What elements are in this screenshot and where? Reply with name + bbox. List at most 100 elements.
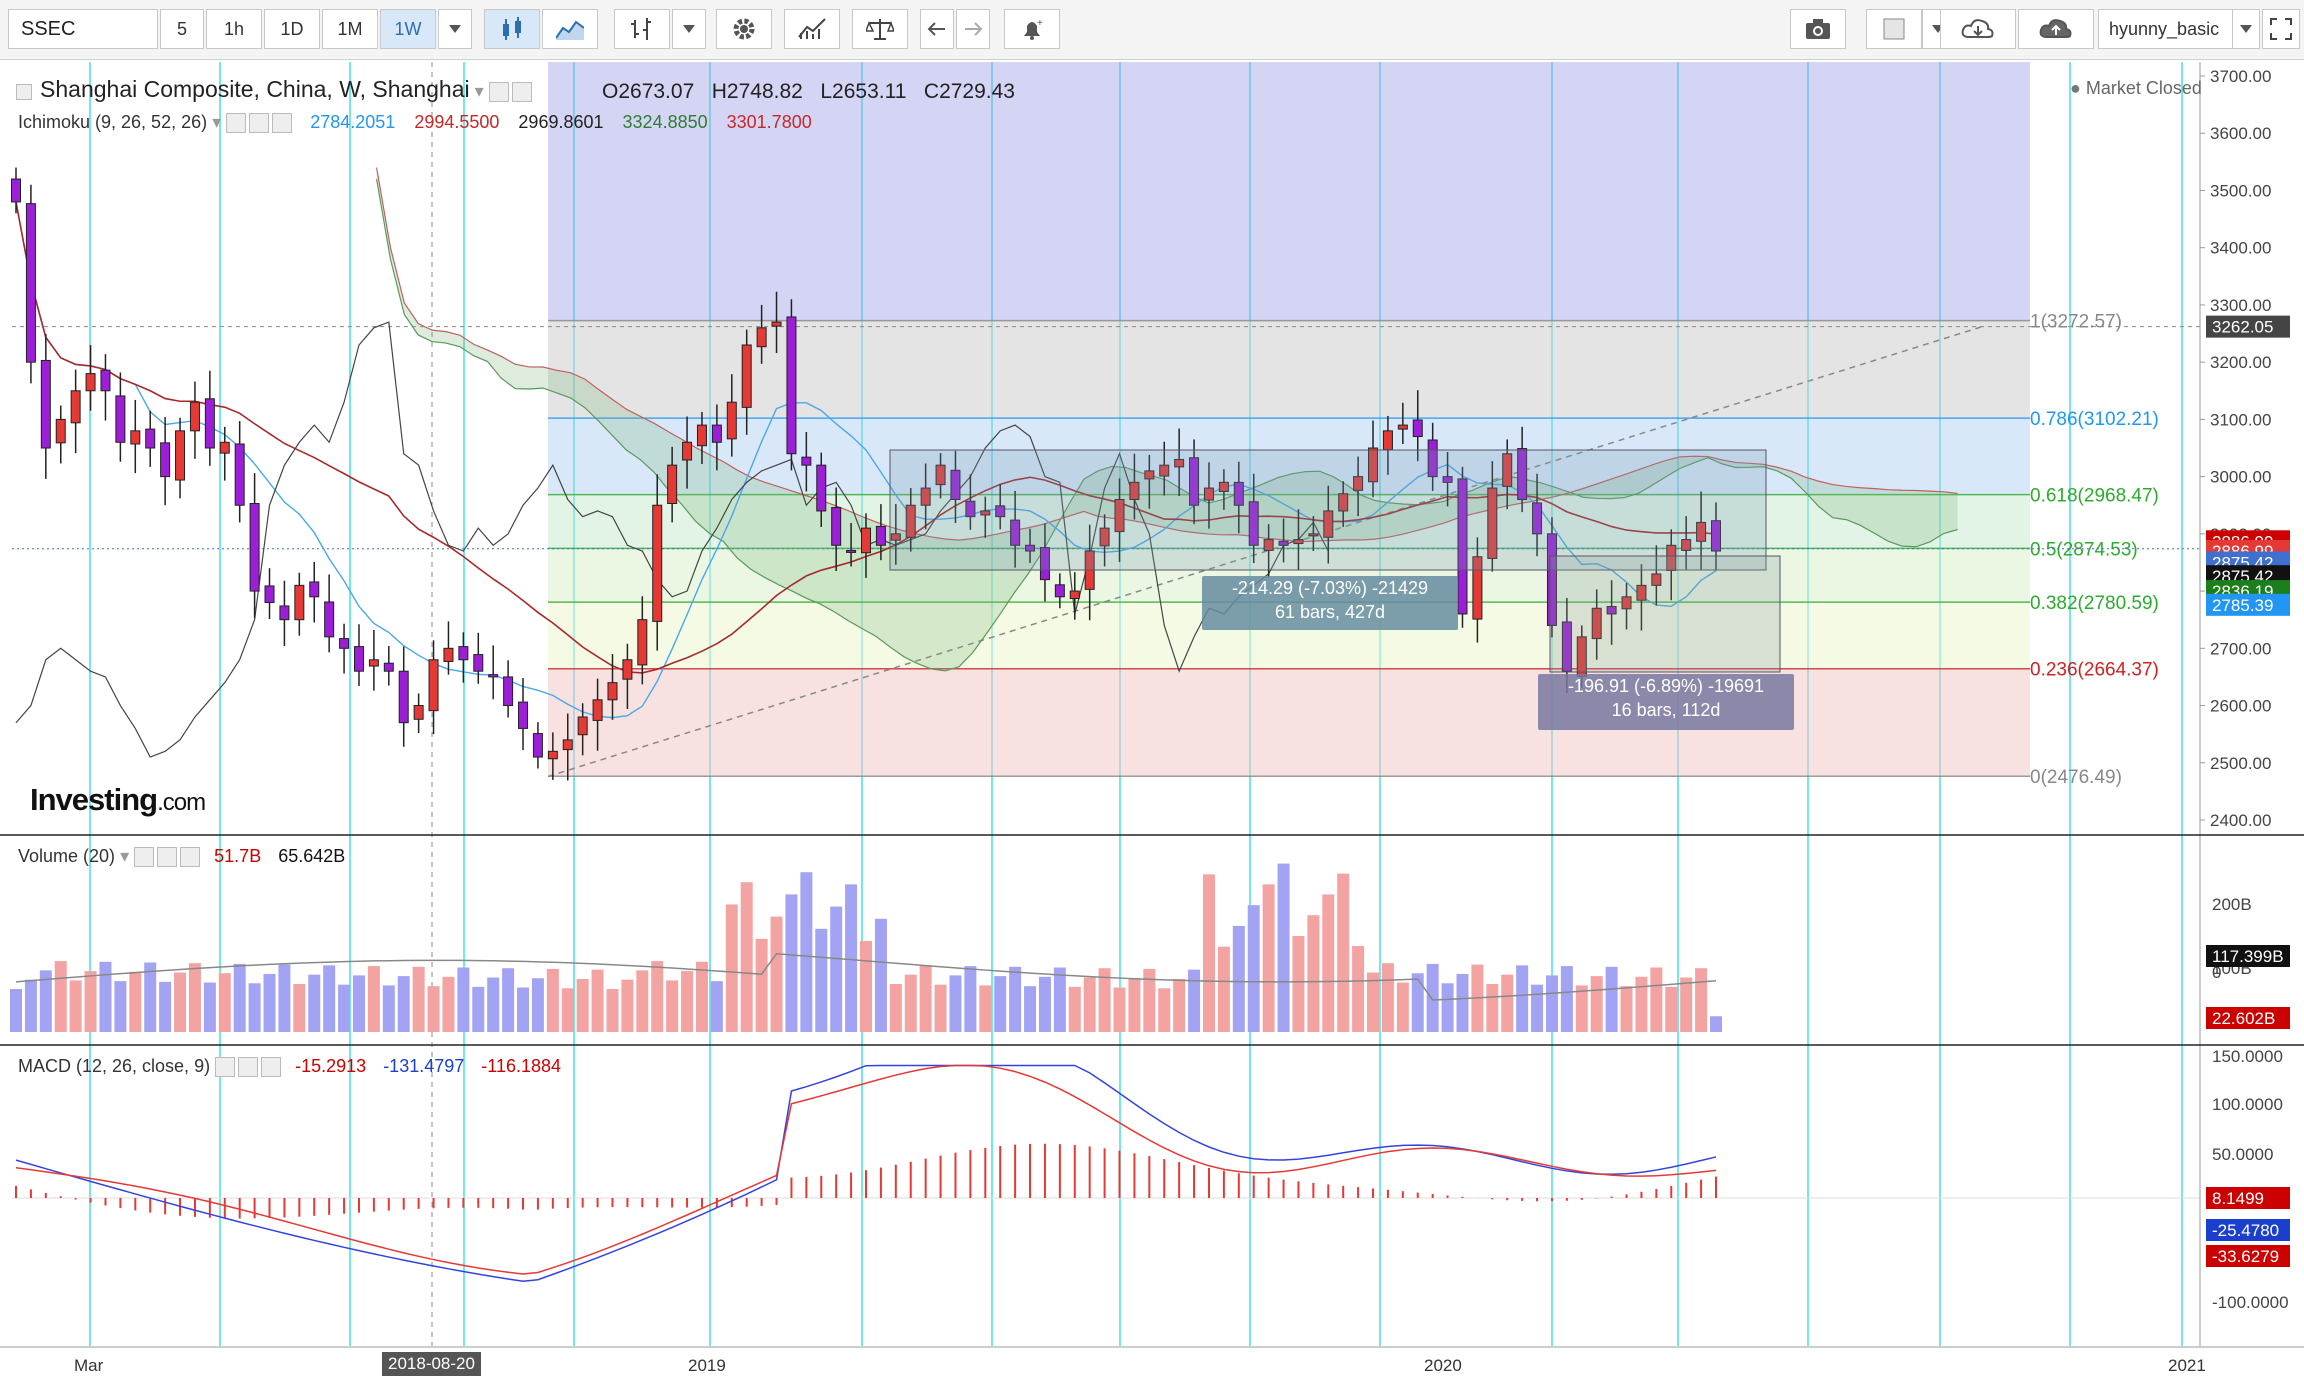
layout-button[interactable] [1866,9,1922,49]
open-value: O2673.07 [602,80,695,103]
market-status: ● Market Closed [2070,78,2202,98]
candle-body [383,662,394,672]
ichimoku-value: 2784.2051 [310,112,396,132]
undo-button[interactable] [920,9,954,49]
symbol-input[interactable]: SSEC [8,9,158,49]
volume-bar [636,970,649,1032]
gear-icon[interactable] [511,82,532,103]
fib-zone [548,62,2030,321]
eye-icon[interactable] [226,113,247,134]
measure-label: -196.91 (-6.89%) -19691 16 bars, 112d [1538,674,1794,730]
interval-1h[interactable]: 1h [206,9,262,49]
eye-icon[interactable] [215,1057,236,1078]
measure-line1: -196.91 (-6.89%) -19691 [1567,676,1765,696]
candle-body [1427,439,1438,478]
redo-button[interactable] [956,9,990,49]
eye-icon[interactable] [134,847,155,868]
candle-body [1203,487,1214,501]
volume-bar [1426,963,1439,1032]
area-chart-icon [556,20,584,40]
volume-bar [1202,874,1215,1032]
fullscreen-button[interactable] [2262,9,2300,49]
volume-bar [1173,978,1186,1032]
candle-body [950,469,961,501]
volume-bar [710,981,723,1032]
candle-body [1114,499,1125,533]
brand-suffix: .com [157,789,206,816]
bar-ohlc-icon [631,18,651,40]
candle-body [980,510,991,516]
collapse-icon[interactable] [16,84,32,101]
candle-body [1338,493,1349,512]
price-axis-tick: 3000.00 [2210,468,2271,487]
volume-bar [1352,946,1365,1032]
volume-bar [1531,984,1544,1032]
macd-tag [2206,1245,2290,1267]
gear-icon[interactable] [157,847,178,868]
close-icon[interactable] [261,1057,282,1078]
candle-body [40,359,51,449]
compare-button[interactable] [852,9,908,49]
screenshot-button[interactable] [1790,9,1846,49]
settings-button[interactable] [716,9,772,49]
cloud-upload-icon [2039,19,2072,38]
area-chart-button[interactable] [542,9,598,49]
price-chart[interactable]: 1(3272.57) 0.786(3102.21) 0.618(2968.47) 0.… [0,60,2304,1384]
gear-icon[interactable] [238,1057,259,1078]
candles-button[interactable] [484,9,540,49]
ichimoku-value: 2969.8601 [518,112,604,132]
bars-button[interactable] [614,9,670,49]
volume-bar [591,969,604,1032]
candle-body [1025,544,1036,552]
candle-body [204,398,215,449]
candle-body [741,344,752,408]
eye-icon[interactable] [488,82,509,103]
cloud-upload-button[interactable] [2018,9,2094,49]
interval-dropdown[interactable] [438,9,472,49]
macd-tag-text: 8.1499 [2212,1189,2264,1208]
candle-body [1069,590,1080,600]
volume-bar [487,977,500,1032]
interval-1d[interactable]: 1D [264,9,320,49]
indicators-button[interactable] [784,9,840,49]
candle-body [995,505,1006,518]
chevron-down-icon [449,25,461,33]
candle-body [294,584,305,621]
macd-legend: MACD (12, 26, close, 9) -15.2913 -131.47… [18,1056,561,1078]
candle-body [353,646,364,672]
user-menu[interactable]: hyunny_basic [2098,9,2244,49]
interval-5[interactable]: 5 [160,9,204,49]
close-icon[interactable] [180,847,201,868]
volume-value: 51.7B [214,846,262,866]
chevron-down-icon[interactable]: ▾ [474,81,484,101]
chevron-down-icon[interactable]: ▾ [212,112,222,132]
cloud-download-button[interactable] [1940,9,2016,49]
alert-button[interactable]: + [1004,9,1060,49]
chart-type-dropdown[interactable] [672,9,706,49]
volume-label: Volume (20) [18,846,116,866]
candle-body [219,441,230,454]
chevron-down-icon[interactable]: ▾ [120,846,130,866]
fib-zone [548,668,2030,777]
fib-label: 0.236(2664.37) [2030,660,2159,681]
measure-line1: -214.29 (-7.03%) -21429 [1231,578,1429,598]
volume-axis-tick: 0 [2212,963,2221,982]
close-icon[interactable] [272,113,293,134]
user-dropdown[interactable] [2232,9,2260,49]
measure-box [1549,555,1781,673]
candle-body [503,676,514,707]
candle-body [234,443,245,506]
redo-icon [965,22,983,36]
interval-1m[interactable]: 1M [322,9,378,49]
candle-body [1248,501,1259,546]
volume-bar [203,982,216,1032]
price-axis-tick: 3300.00 [2210,296,2271,315]
volume-ma-value: 65.642B [278,846,346,866]
volume-bar [457,967,470,1032]
chevron-down-icon [683,25,695,33]
volume-bar [561,988,574,1032]
volume-bar [367,966,380,1032]
gear-icon[interactable] [249,113,270,134]
interval-1w[interactable]: 1W [380,9,436,49]
candle-body [1189,457,1200,506]
